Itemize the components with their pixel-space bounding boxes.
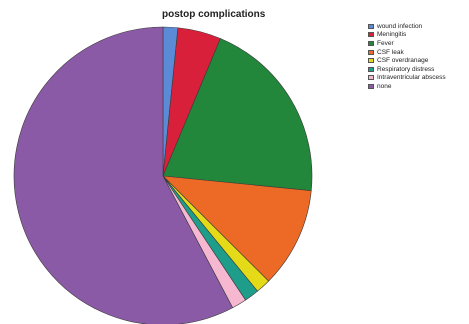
- legend-swatch: [368, 58, 374, 64]
- legend-swatch: [368, 66, 374, 72]
- legend-item: none: [368, 82, 468, 91]
- legend-label: CSF leak: [377, 48, 404, 56]
- legend: wound infection Meningitis Fever CSF leak CS…: [368, 22, 468, 91]
- legend-label: Respiratory distress: [377, 65, 435, 73]
- legend-item: Intraventricular abscess: [368, 74, 468, 83]
- legend-item: Respiratory distress: [368, 65, 468, 74]
- legend-label: Meningitis: [377, 31, 407, 39]
- legend-swatch: [368, 40, 374, 46]
- legend-swatch: [368, 32, 374, 38]
- legend-label: none: [377, 82, 392, 90]
- legend-label: CSF overdranage: [377, 57, 429, 65]
- pie-slice-none: [13, 26, 234, 324]
- pie-slice-fever: [162, 38, 313, 192]
- legend-item: Meningitis: [368, 31, 468, 40]
- legend-swatch: [368, 49, 374, 55]
- legend-item: Fever: [368, 39, 468, 48]
- legend-swatch: [368, 75, 374, 81]
- legend-item: CSF leak: [368, 48, 468, 57]
- legend-label: Fever: [377, 39, 394, 47]
- legend-item: CSF overdranage: [368, 56, 468, 65]
- chart-title: postop complications: [162, 9, 266, 20]
- legend-item: wound infection: [368, 22, 468, 31]
- pie-slice-csf-leak: [162, 175, 312, 282]
- legend-swatch: [368, 23, 374, 29]
- legend-label: Intraventricular abscess: [377, 74, 446, 82]
- legend-label: wound infection: [377, 22, 423, 30]
- legend-swatch: [368, 83, 374, 89]
